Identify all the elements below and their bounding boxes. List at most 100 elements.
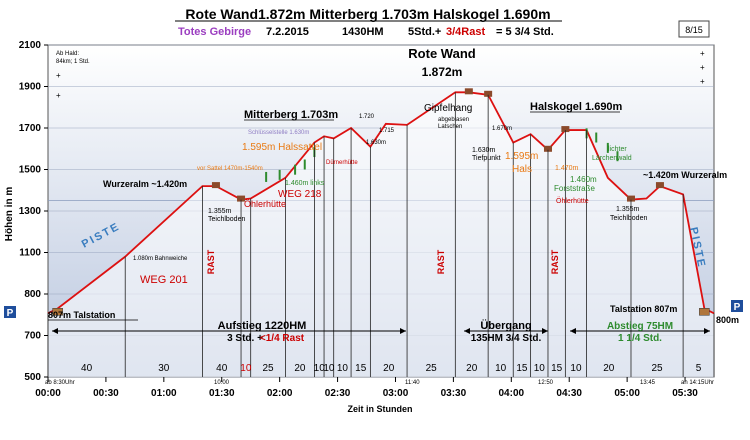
x-tick-label: 00:30 (93, 388, 119, 399)
point-label: 807m Talstation (48, 310, 115, 320)
segment-duration-label: 25 (651, 363, 663, 374)
hut-icon (561, 126, 570, 133)
subtitle-time-c: = 5 3/4 Std. (496, 26, 554, 38)
x-tick-label: 03:30 (441, 388, 467, 399)
point-label: 1.355m (616, 206, 640, 213)
note-time-1140: 11:40 (405, 380, 420, 386)
segment-duration-label: 30 (158, 363, 170, 374)
annotation-label: vor Sattel 1470m-1540m (197, 166, 263, 172)
hut-icon (543, 145, 552, 152)
point-label: 1.630m (366, 140, 386, 146)
x-tick-label: 00:00 (35, 388, 61, 399)
station-icon (699, 308, 710, 316)
y-tick-label: 500 (24, 372, 41, 383)
traverse-arrow-head-left (464, 328, 470, 334)
x-tick-label: 04:30 (556, 388, 582, 399)
y-tick-label: 1700 (19, 123, 42, 134)
point-label: Rote Wand (408, 46, 475, 61)
y-tick-label: 800 (24, 289, 41, 300)
segment-duration-label: 15 (516, 363, 528, 374)
segment-duration-label: 10 (323, 363, 335, 374)
annotation-label: Schlüsselstelle 1.630m (248, 130, 309, 136)
segment-duration-label: 10 (534, 363, 546, 374)
note-time-1345: 13:45 (640, 380, 656, 386)
point-label: Mitterberg 1.703m (244, 109, 338, 121)
segment-duration-label: 20 (603, 363, 615, 374)
point-label: 1.460m links (285, 180, 325, 187)
annotation-label: Lärchenwald (592, 155, 632, 162)
plus-mark-4: + (700, 63, 705, 72)
segment-duration-label: 5 (696, 363, 702, 374)
hut-icon (237, 195, 246, 202)
annotation-label: Dürnerhütte (326, 160, 358, 166)
x-axis-label: Zeit in Stunden (348, 404, 413, 414)
y-tick-label: 700 (24, 331, 41, 342)
station-icon (52, 308, 63, 316)
point-label: 800m (716, 315, 739, 325)
point-label: Halskogel 1.690m (530, 101, 623, 113)
note-distance: 84km; 1 Std. (56, 59, 90, 65)
point-label: Tiefpunkt (472, 155, 501, 162)
segment-duration-label: 20 (466, 363, 478, 374)
page-badge: 8/15 (685, 25, 703, 35)
profile-area (48, 92, 714, 377)
summary-traverse: Übergang (480, 319, 531, 332)
plus-mark-5: + (700, 77, 705, 86)
point-label: 1.715 (379, 128, 395, 134)
y-tick-label: 1500 (19, 165, 42, 176)
point-label: Öhlerhütte (244, 199, 286, 209)
segment-duration-label: 10 (570, 363, 582, 374)
rast-label-3: RAST (550, 249, 560, 274)
point-label: Gipfelhang (424, 103, 472, 114)
point-label: 1.670m (492, 126, 512, 132)
subtitle-date: 7.2.2015 (266, 26, 309, 38)
parking-icon-left (4, 306, 16, 318)
segment-duration-label: 15 (355, 363, 367, 374)
hut-icon (484, 90, 493, 97)
segment-duration-label: 20 (294, 363, 306, 374)
annotation-label: WEG 201 (140, 274, 188, 286)
y-tick-label: 2100 (19, 40, 42, 51)
hut-icon (655, 182, 664, 189)
segment-duration-label: 10 (495, 363, 507, 374)
segment-duration-label: 25 (426, 363, 438, 374)
point-label: Latschen (438, 124, 462, 130)
point-label: 1.720 (359, 114, 375, 120)
summary-ascent-rest: <1/4 Rast (260, 333, 305, 344)
point-label: 1.630m (472, 147, 496, 154)
y-tick-label: 1300 (19, 206, 42, 217)
point-label: abgeblasen (438, 117, 469, 123)
segment-duration-label: 10 (337, 363, 349, 374)
traverse-arrow-head-right (542, 328, 548, 334)
y-tick-label: 1100 (19, 248, 41, 259)
annotation-label: WEG 218 (278, 189, 322, 200)
y-axis-label: Höhen in m (4, 187, 15, 242)
point-label: Teichlboden (610, 215, 647, 222)
note-end-time: an 14:15Uhr (681, 380, 714, 386)
x-tick-label: 01:00 (151, 388, 177, 399)
subtitle-time-b: 3/4Rast (446, 26, 485, 38)
point-label: Wurzeralm ~1.420m (103, 179, 187, 189)
descent-arrow-head-left (570, 328, 576, 334)
x-tick-label: 02:30 (325, 388, 351, 399)
summary-ascent: Aufstieg 1220HM (218, 320, 307, 332)
note-time-1250: 12:50 (538, 380, 554, 386)
ascent-arrow-head-left (52, 328, 58, 334)
annotation-label: 1.595m (505, 151, 538, 162)
subtitle-time-a: 5Std.+ (408, 26, 441, 38)
point-label: Forststraße (554, 184, 595, 193)
summary-traverse-time: 135HM 3/4 Std. (471, 333, 542, 344)
segment-duration-label: 10 (314, 363, 326, 374)
descent-arrow-head-right (704, 328, 710, 334)
point-label: Teichlboden (208, 216, 245, 223)
subtitle-hm: 1430HM (342, 26, 384, 38)
x-tick-label: 04:00 (499, 388, 525, 399)
segment-duration-label: 10 (240, 363, 252, 374)
chart-title: Rote Wand1.872m Mitterberg 1.703m Halsko… (185, 6, 550, 22)
x-tick-label: 01:30 (209, 388, 235, 399)
hut-icon (626, 195, 635, 202)
summary-descent: Abstieg 75HM (607, 321, 673, 332)
hut-icon (464, 88, 473, 95)
hut-icon (211, 182, 220, 189)
page-badge-box (678, 20, 710, 38)
